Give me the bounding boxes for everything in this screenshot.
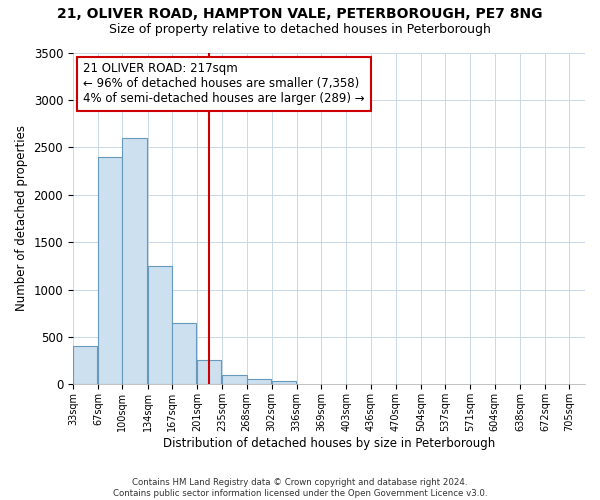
Bar bbox=[98, 157, 122, 384]
X-axis label: Distribution of detached houses by size in Peterborough: Distribution of detached houses by size … bbox=[163, 437, 495, 450]
Text: 21 OLIVER ROAD: 217sqm
← 96% of detached houses are smaller (7,358)
4% of semi-d: 21 OLIVER ROAD: 217sqm ← 96% of detached… bbox=[83, 62, 365, 106]
Text: Contains HM Land Registry data © Crown copyright and database right 2024.
Contai: Contains HM Land Registry data © Crown c… bbox=[113, 478, 487, 498]
Text: 21, OLIVER ROAD, HAMPTON VALE, PETERBOROUGH, PE7 8NG: 21, OLIVER ROAD, HAMPTON VALE, PETERBORO… bbox=[57, 8, 543, 22]
Bar bbox=[148, 266, 172, 384]
Bar bbox=[122, 138, 147, 384]
Y-axis label: Number of detached properties: Number of detached properties bbox=[15, 126, 28, 312]
Bar bbox=[172, 323, 196, 384]
Text: Size of property relative to detached houses in Peterborough: Size of property relative to detached ho… bbox=[109, 22, 491, 36]
Bar bbox=[73, 346, 97, 385]
Bar bbox=[222, 375, 247, 384]
Bar bbox=[197, 360, 221, 384]
Bar bbox=[272, 380, 296, 384]
Bar bbox=[247, 379, 271, 384]
